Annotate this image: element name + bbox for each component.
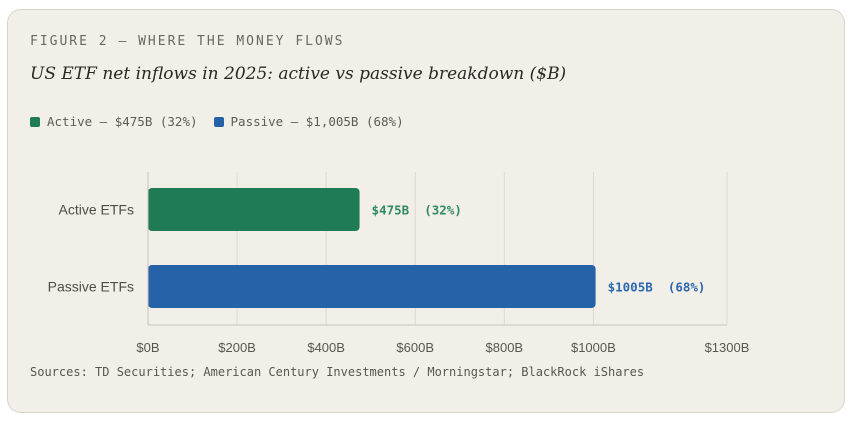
category-label: Active ETFs (59, 202, 134, 218)
x-tick-label: $0B (136, 340, 159, 355)
legend-item-active: Active — $475B (32%) (30, 114, 198, 129)
data-label: $475B (32%) (372, 203, 462, 218)
x-tick-label: $1300B (705, 340, 750, 355)
x-tick-label: $400B (307, 340, 345, 355)
x-axis: $0B $200B $400B $600B $800B $1000B $1300B (136, 172, 749, 355)
legend-swatch-active (30, 116, 40, 127)
legend-label-passive: Passive — $1,005B (68%) (230, 114, 404, 129)
bar-passive-etfs (148, 265, 596, 308)
legend-item-passive: Passive — $1,005B (68%) (213, 114, 404, 129)
bar-active-etfs (148, 188, 360, 231)
chart-card (7, 9, 845, 413)
legend-swatch-passive (213, 116, 224, 127)
category-label: Passive ETFs (48, 279, 134, 295)
data-label: $1005B (68%) (608, 280, 706, 295)
x-tick-label: $200B (218, 340, 256, 355)
x-tick-label: $800B (486, 340, 524, 355)
x-tick-label: $1000B (571, 340, 616, 355)
legend-label-active: Active — $475B (32%) (47, 114, 198, 129)
x-tick-label: $600B (396, 340, 434, 355)
figure-label: FIGURE 2 — WHERE THE MONEY FLOWS (30, 34, 345, 49)
bars: Active ETFs $475B (32%) Passive ETFs $1005B… (48, 188, 706, 308)
chart-title: US ETF net inflows in 2025: active vs pa… (30, 64, 567, 84)
sources-note: Sources: TD Securities; American Century… (30, 365, 645, 379)
legend: Active — $475B (32%) Passive — $1,005B (… (30, 114, 420, 129)
